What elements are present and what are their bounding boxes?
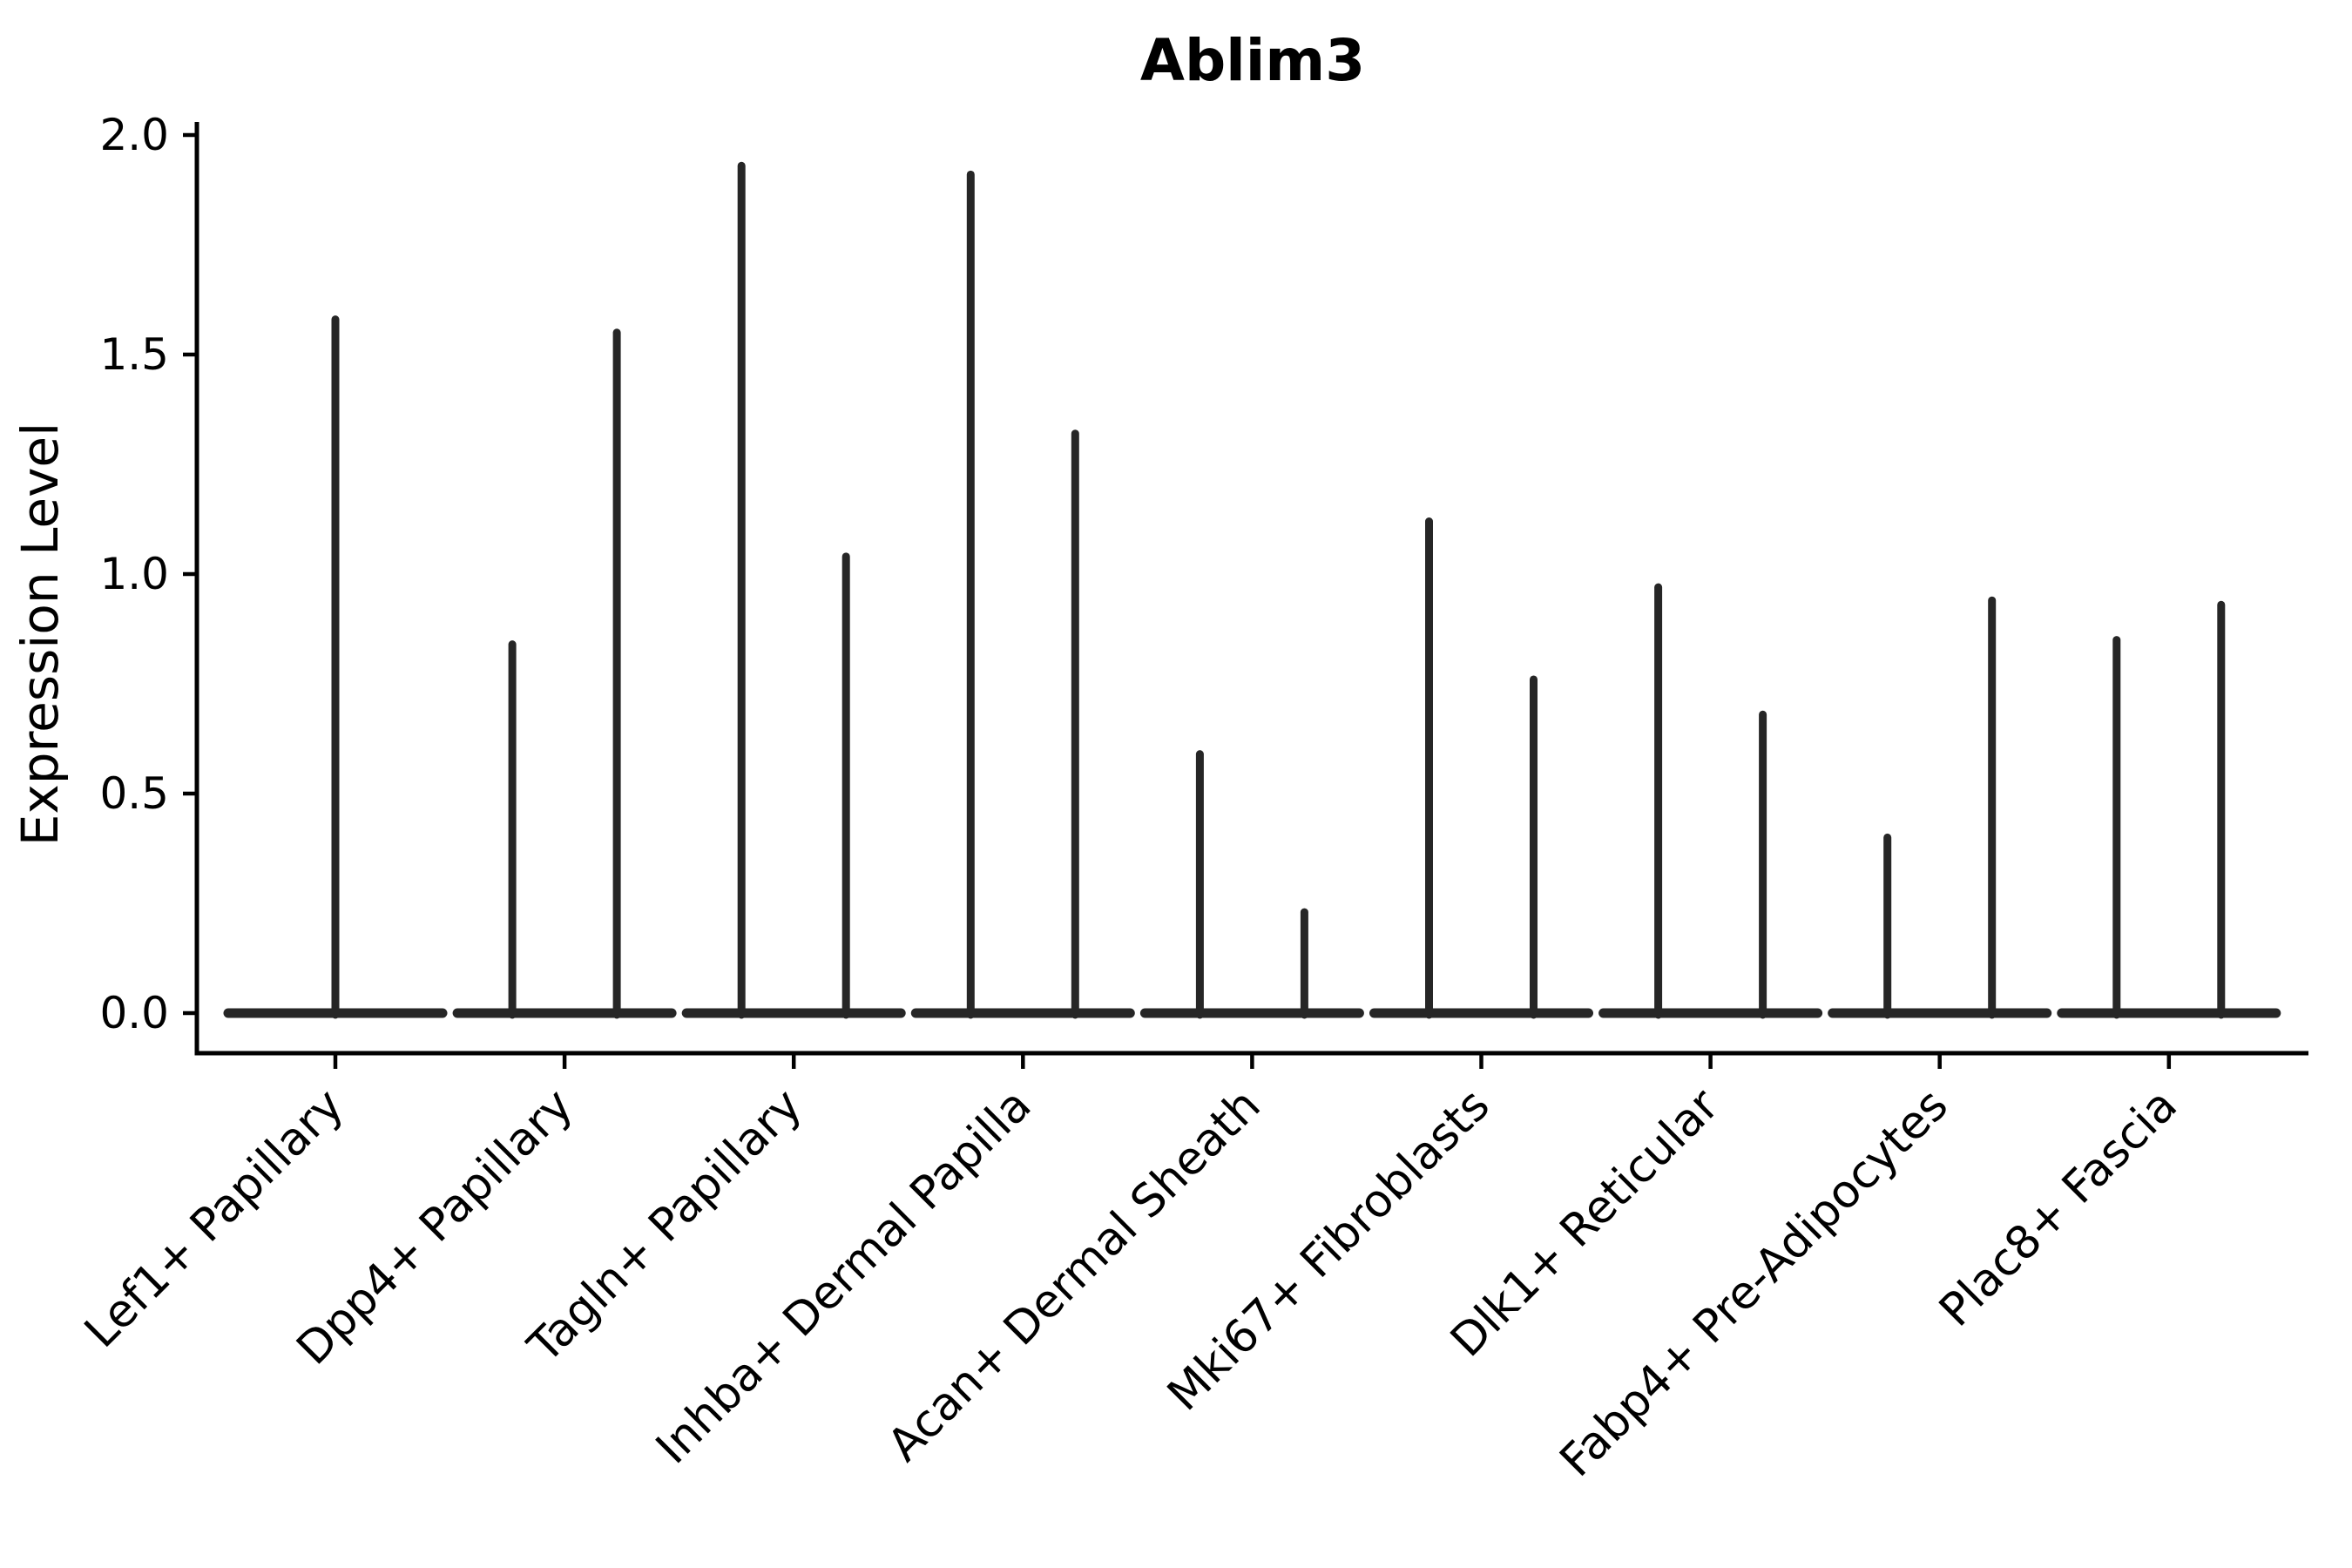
x-category-label: Inhba+ Dermal Papilla	[646, 1079, 1041, 1474]
x-category-label: Fabp4+ Pre-Adipocytes	[1551, 1079, 1958, 1487]
y-axis-label: Expression Level	[10, 422, 70, 846]
y-tick-label: 1.5	[99, 329, 169, 380]
y-tick-label: 0.5	[99, 768, 169, 819]
violin-layer	[223, 161, 2281, 1019]
y-tick-label: 0.0	[99, 988, 169, 1038]
chart-title: Ablim3	[1140, 27, 1365, 94]
y-tick-label: 2.0	[99, 110, 169, 160]
x-category-label: Acan+ Dermal Sheath	[878, 1079, 1271, 1472]
x-category-label: Plac8+ Fascia	[1930, 1079, 2187, 1337]
y-tick-label: 1.0	[99, 549, 169, 599]
axes-layer	[183, 122, 2308, 1069]
